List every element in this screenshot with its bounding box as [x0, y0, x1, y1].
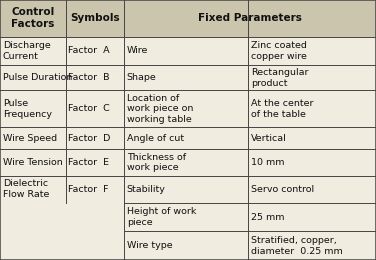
Bar: [66, 149, 124, 176]
Text: Wire Tension: Wire Tension: [3, 158, 62, 167]
Text: Factor  B: Factor B: [68, 73, 110, 82]
Bar: [124, 0, 376, 37]
Bar: [0, 65, 66, 90]
Text: Factor  C: Factor C: [68, 104, 110, 113]
Text: Factor  D: Factor D: [68, 134, 111, 143]
Bar: [124, 231, 248, 260]
Bar: [248, 176, 376, 203]
Text: Rectangular
product: Rectangular product: [251, 68, 308, 88]
Bar: [124, 37, 248, 65]
Text: Servo control: Servo control: [251, 185, 314, 194]
Bar: [124, 127, 248, 149]
Text: At the center
of the table: At the center of the table: [251, 99, 313, 119]
Text: Zinc coated
copper wire: Zinc coated copper wire: [251, 41, 307, 61]
Bar: [124, 176, 248, 203]
Text: Factor  F: Factor F: [68, 185, 109, 194]
Bar: [248, 65, 376, 90]
Bar: [248, 127, 376, 149]
Bar: [66, 176, 124, 203]
Bar: [66, 90, 124, 127]
Bar: [248, 90, 376, 127]
Text: Fixed Parameters: Fixed Parameters: [198, 13, 302, 23]
Bar: [66, 231, 124, 260]
Bar: [124, 90, 248, 127]
Bar: [248, 37, 376, 65]
Bar: [0, 127, 66, 149]
Text: Stratified, copper,
diameter  0.25 mm: Stratified, copper, diameter 0.25 mm: [251, 236, 343, 256]
Bar: [0, 176, 66, 203]
Bar: [248, 231, 376, 260]
Bar: [124, 65, 248, 90]
Bar: [124, 203, 248, 231]
Bar: [0, 149, 66, 176]
Text: Shape: Shape: [127, 73, 156, 82]
Text: Wire Speed: Wire Speed: [3, 134, 57, 143]
Bar: [0, 231, 66, 260]
Bar: [66, 127, 124, 149]
Text: Pulse
Frequency: Pulse Frequency: [3, 99, 52, 119]
Text: Stability: Stability: [127, 185, 165, 194]
Text: Angle of cut: Angle of cut: [127, 134, 184, 143]
Text: Symbols: Symbols: [70, 13, 120, 23]
Text: 25 mm: 25 mm: [251, 213, 284, 222]
Text: Discharge
Current: Discharge Current: [3, 41, 50, 61]
Bar: [248, 149, 376, 176]
Text: Thickness of
work piece: Thickness of work piece: [127, 153, 186, 172]
Text: Location of
work piece on
working table: Location of work piece on working table: [127, 94, 193, 124]
Bar: [66, 203, 124, 231]
Text: 10 mm: 10 mm: [251, 158, 284, 167]
Bar: [248, 203, 376, 231]
Text: Vertical: Vertical: [251, 134, 287, 143]
Text: Wire type: Wire type: [127, 241, 172, 250]
Bar: [0, 37, 66, 65]
Text: Dielectric
Flow Rate: Dielectric Flow Rate: [3, 179, 49, 199]
Text: Factor  E: Factor E: [68, 158, 109, 167]
Text: Pulse Duration: Pulse Duration: [3, 73, 72, 82]
Text: Wire: Wire: [127, 46, 148, 55]
Bar: [0, 203, 66, 231]
Bar: [0, 0, 66, 37]
Text: Control
Factors: Control Factors: [11, 7, 55, 29]
Bar: [66, 0, 124, 37]
Text: Height of work
piece: Height of work piece: [127, 207, 196, 227]
Bar: [0, 90, 66, 127]
Bar: [66, 37, 124, 65]
Bar: [124, 149, 248, 176]
Text: Factor  A: Factor A: [68, 46, 110, 55]
Bar: [66, 65, 124, 90]
